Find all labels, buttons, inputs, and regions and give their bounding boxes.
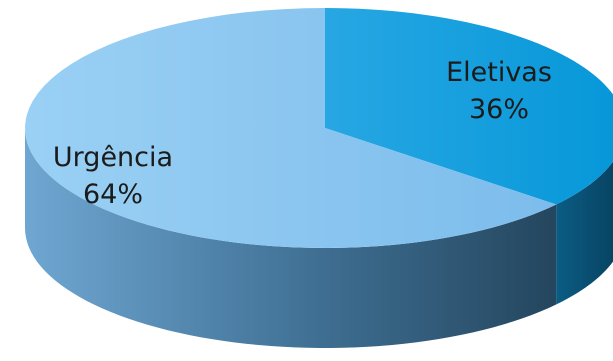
pie-slice-eletivas bbox=[325, 8, 613, 205]
slice-label-urgencia-percent: 64% bbox=[83, 179, 143, 210]
slice-label-urgencia-name: Urgência bbox=[53, 142, 173, 173]
pie-side-urgencia bbox=[25, 128, 557, 348]
pie-tops bbox=[25, 8, 613, 248]
slice-label-eletivas-name: Eletivas bbox=[446, 57, 552, 88]
pie-slice-urgencia bbox=[25, 8, 557, 248]
pie-side-eletivas bbox=[556, 161, 613, 305]
pie-sides bbox=[25, 128, 613, 348]
slice-label-eletivas-percent: 36% bbox=[469, 94, 529, 125]
